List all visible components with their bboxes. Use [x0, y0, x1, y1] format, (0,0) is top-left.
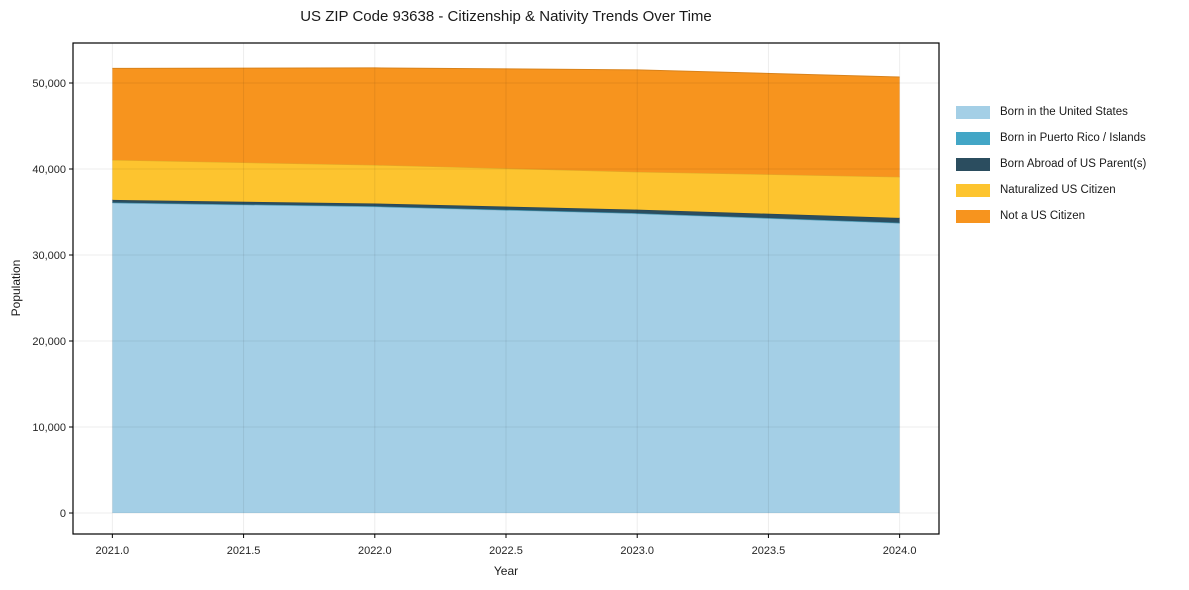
legend-swatch — [956, 131, 990, 145]
x-tick-label: 2024.0 — [883, 545, 917, 557]
x-tick-label: 2023.0 — [620, 545, 654, 557]
legend-swatch — [956, 157, 990, 171]
y-tick-label: 30,000 — [32, 250, 66, 262]
legend-swatch — [956, 105, 990, 119]
y-tick-label: 0 — [60, 508, 66, 520]
x-tick-label: 2023.5 — [752, 545, 786, 557]
legend-label: Born Abroad of US Parent(s) — [1000, 158, 1147, 170]
x-axis-label: Year — [493, 564, 519, 578]
legend: Born in the United States Born in Puerto … — [956, 99, 1146, 229]
area-edge-4 — [112, 67, 900, 78]
x-tick-label: 2022.5 — [489, 545, 523, 557]
y-tick-label: 20,000 — [32, 336, 66, 348]
x-tick-label: 2022.0 — [358, 545, 392, 557]
y-tick-label: 50,000 — [32, 78, 66, 90]
area-series-3 — [112, 160, 900, 218]
y-tick-label: 40,000 — [32, 164, 66, 176]
area-series-4 — [112, 67, 900, 177]
legend-swatch — [956, 209, 990, 223]
legend-item: Naturalized US Citizen — [956, 177, 1146, 203]
area-series-2 — [112, 199, 900, 223]
y-tick-label: 10,000 — [32, 422, 66, 434]
legend-label: Born in the United States — [1000, 106, 1128, 118]
area-series-0 — [112, 203, 900, 513]
x-tick-label: 2021.0 — [96, 545, 130, 557]
legend-item: Born in the United States — [956, 99, 1146, 125]
legend-label: Born in Puerto Rico / Islands — [1000, 132, 1146, 144]
x-tick-label: 2021.5 — [227, 545, 261, 557]
legend-label: Not a US Citizen — [1000, 210, 1086, 222]
legend-item: Born Abroad of US Parent(s) — [956, 151, 1146, 177]
legend-label: Naturalized US Citizen — [1000, 184, 1116, 196]
legend-item: Not a US Citizen — [956, 203, 1146, 229]
legend-item: Born in Puerto Rico / Islands — [956, 125, 1146, 151]
legend-swatch — [956, 183, 990, 197]
chart-title: US ZIP Code 93638 - Citizenship & Nativi… — [300, 8, 712, 25]
